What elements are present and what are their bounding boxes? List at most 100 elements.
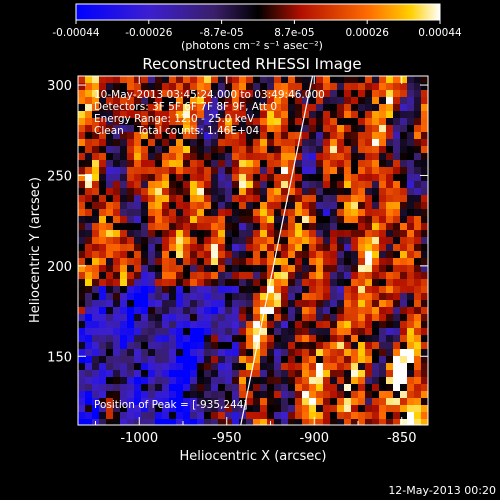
heatmap-pixel — [316, 258, 324, 266]
heatmap-pixel — [365, 286, 373, 294]
heatmap-pixel — [358, 377, 366, 385]
heatmap-pixel — [246, 342, 254, 350]
heatmap-pixel — [379, 223, 387, 231]
heatmap-pixel — [148, 286, 156, 294]
heatmap-pixel — [421, 314, 428, 322]
heatmap-pixel — [232, 272, 240, 280]
heatmap-pixel — [183, 314, 191, 322]
heatmap-pixel — [99, 391, 107, 399]
heatmap-pixel — [190, 398, 198, 406]
heatmap-pixel — [78, 377, 86, 385]
colorbar-ticks: -0.00044 -0.00026 -8.7e-05 8.7e-05 0.00026 0.… — [52, 20, 462, 39]
heatmap-pixel — [407, 307, 415, 315]
heatmap-pixel — [190, 314, 198, 322]
heatmap-pixel — [85, 265, 93, 273]
heatmap-pixel — [85, 132, 93, 140]
heatmap-pixel — [232, 244, 240, 252]
heatmap-pixel — [288, 335, 296, 343]
heatmap-pixel — [141, 223, 149, 231]
heatmap-pixel — [274, 146, 282, 154]
heatmap-pixel — [106, 272, 114, 280]
heatmap-pixel — [127, 419, 135, 425]
heatmap-pixel — [295, 188, 303, 196]
heatmap-pixel — [239, 377, 247, 385]
heatmap-pixel — [281, 265, 289, 273]
heatmap-pixel — [162, 328, 170, 336]
heatmap-pixel — [386, 384, 394, 392]
heatmap-pixel — [260, 139, 268, 147]
heatmap-pixel — [421, 188, 428, 196]
heatmap-pixel — [337, 342, 345, 350]
heatmap-pixel — [190, 139, 198, 147]
heatmap-pixel — [183, 146, 191, 154]
heatmap-pixel — [260, 118, 268, 126]
heatmap-pixel — [246, 132, 254, 140]
heatmap-pixel — [260, 160, 268, 168]
heatmap-pixel — [379, 307, 387, 315]
heatmap-pixel — [232, 160, 240, 168]
heatmap-pixel — [204, 160, 212, 168]
heatmap-pixel — [386, 146, 394, 154]
heatmap-pixel — [309, 118, 317, 126]
x-axis-label: Heliocentric X (arcsec) — [180, 449, 327, 464]
heatmap-pixel — [99, 279, 107, 287]
heatmap-pixel — [274, 272, 282, 280]
heatmap-pixel — [414, 90, 422, 98]
heatmap-pixel — [162, 237, 170, 245]
heatmap-pixel — [211, 314, 219, 322]
heatmap-pixel — [414, 363, 422, 371]
heatmap-pixel — [421, 237, 428, 245]
heatmap-pixel — [85, 405, 93, 413]
heatmap-pixel — [267, 76, 275, 84]
heatmap-pixel — [372, 244, 380, 252]
heatmap-pixel — [162, 300, 170, 308]
heatmap-pixel — [400, 300, 408, 308]
heatmap-pixel — [141, 104, 149, 112]
heatmap-pixel — [246, 398, 254, 406]
heatmap-pixel — [253, 139, 261, 147]
heatmap-pixel — [141, 188, 149, 196]
heatmap-pixel — [309, 321, 317, 329]
heatmap-pixel — [218, 223, 226, 231]
heatmap-pixel — [421, 139, 428, 147]
heatmap-pixel — [232, 335, 240, 343]
heatmap-pixel — [288, 90, 296, 98]
heatmap-pixel — [211, 209, 219, 217]
heatmap-pixel — [379, 139, 387, 147]
heatmap-pixel — [372, 97, 380, 105]
heatmap-pixel — [197, 272, 205, 280]
heatmap-pixel — [78, 76, 86, 84]
heatmap-pixel — [113, 104, 121, 112]
heatmap-pixel — [351, 181, 359, 189]
heatmap-pixel — [148, 335, 156, 343]
heatmap-pixel — [344, 174, 352, 182]
heatmap-pixel — [176, 160, 184, 168]
heatmap-pixel — [267, 307, 275, 315]
heatmap-pixel — [148, 216, 156, 224]
heatmap-pixel — [218, 202, 226, 210]
heatmap-pixel — [106, 153, 114, 161]
heatmap-pixel — [134, 216, 142, 224]
heatmap-pixel — [246, 202, 254, 210]
heatmap-pixel — [260, 237, 268, 245]
heatmap-pixel — [386, 286, 394, 294]
heatmap-pixel — [407, 160, 415, 168]
heatmap-pixel — [162, 384, 170, 392]
heatmap-pixel — [344, 181, 352, 189]
heatmap-pixel — [120, 153, 128, 161]
heatmap-pixel — [169, 391, 177, 399]
heatmap-pixel — [358, 335, 366, 343]
heatmap-pixel — [148, 104, 156, 112]
heatmap-pixel — [407, 258, 415, 266]
heatmap-pixel — [400, 237, 408, 245]
heatmap-pixel — [190, 272, 198, 280]
heatmap-pixel — [127, 118, 135, 126]
heatmap-pixel — [274, 398, 282, 406]
heatmap-pixel — [176, 370, 184, 378]
heatmap-pixel — [351, 419, 359, 425]
heatmap-pixel — [337, 83, 345, 91]
heatmap-pixel — [372, 314, 380, 322]
heatmap-pixel — [218, 314, 226, 322]
heatmap-pixel — [281, 237, 289, 245]
heatmap-pixel — [379, 230, 387, 238]
